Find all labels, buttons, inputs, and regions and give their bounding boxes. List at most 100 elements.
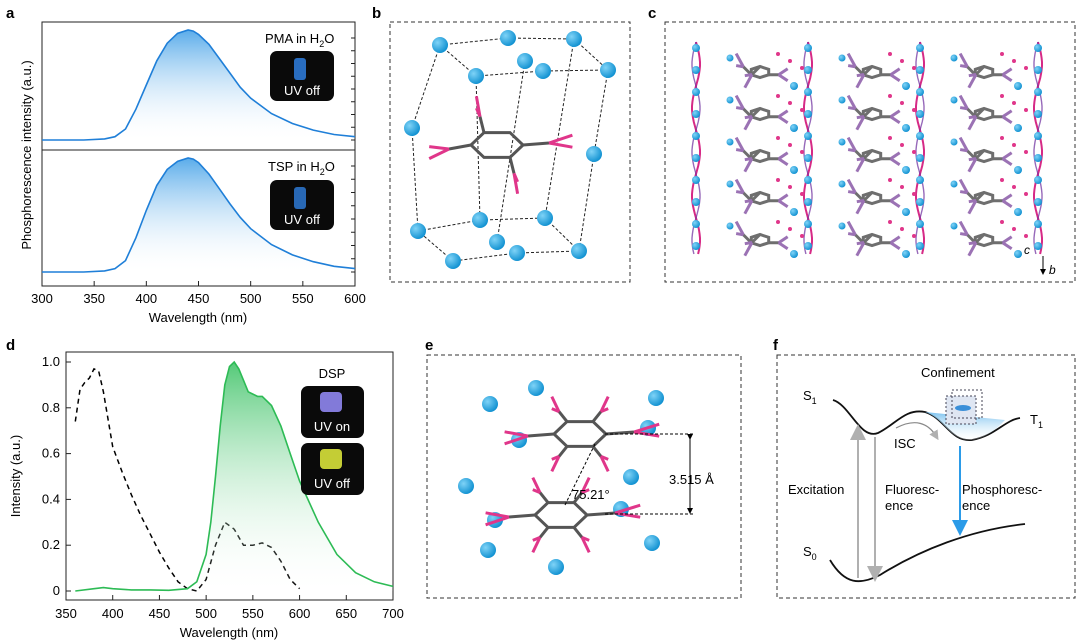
oxygen-dot — [912, 150, 916, 154]
oxygen-bond — [847, 148, 856, 153]
y-tick-label: 0.8 — [42, 400, 60, 415]
atom — [692, 220, 700, 228]
bond — [591, 410, 603, 423]
atom — [566, 31, 582, 47]
atom — [692, 242, 700, 250]
chain-strand — [803, 41, 813, 255]
oxygen-bond — [734, 220, 745, 236]
atom — [509, 245, 525, 261]
atom — [804, 220, 812, 228]
bond — [538, 526, 550, 539]
panel-a-top-sample-label: PMA in H2O — [265, 31, 334, 49]
y-tick-label: 0.6 — [42, 446, 60, 461]
oxygen-bond — [1001, 151, 1013, 160]
molecule — [734, 178, 789, 215]
atom — [1034, 44, 1042, 52]
atom — [644, 535, 660, 551]
oxygen-bond — [548, 141, 573, 149]
confinement-label: Confinement — [921, 365, 995, 380]
oxygen-bond — [889, 115, 901, 124]
atom — [804, 44, 812, 52]
oxygen-bond — [1001, 109, 1013, 118]
oxygen-bond — [485, 515, 510, 527]
bond — [557, 410, 569, 423]
bond — [862, 191, 874, 202]
oxygen-bond — [777, 73, 789, 82]
oxygen-bond — [504, 430, 529, 438]
bond — [527, 432, 555, 438]
oxygen-dot — [776, 52, 780, 56]
oxygen-bond — [958, 52, 969, 68]
oxygen-dot — [912, 66, 916, 70]
oxygen-bond — [580, 536, 591, 554]
oxygen-bond — [889, 199, 901, 208]
cell-edge — [544, 38, 575, 219]
atom — [1034, 154, 1042, 162]
bond — [974, 233, 986, 244]
benzene-ring — [861, 232, 883, 248]
atom — [916, 88, 924, 96]
oxygen-dot — [900, 185, 904, 189]
oxygen-dot — [800, 150, 804, 154]
t1-label: T1 — [1030, 412, 1043, 430]
oxygen-bond — [889, 241, 901, 250]
benzene-ring — [861, 190, 883, 206]
oxygen-bond — [485, 511, 510, 519]
atom — [916, 66, 924, 74]
oxygen-bond — [846, 178, 857, 194]
cell-edge — [411, 127, 419, 232]
oxygen-bond — [475, 107, 482, 118]
oxygen-bond — [428, 147, 450, 160]
chain-strand — [915, 41, 925, 255]
oxygen-bond — [550, 395, 561, 413]
molecule — [846, 94, 901, 131]
oxygen-bond — [777, 67, 789, 76]
excitation-label: Excitation — [788, 482, 844, 497]
bond — [862, 65, 874, 76]
oxygen-dot — [800, 66, 804, 70]
bond — [974, 65, 986, 76]
panel-a-ylabel: Phosphorescence intensity (a.u.) — [19, 60, 34, 249]
oxygen-dot — [888, 178, 892, 182]
atom — [500, 30, 516, 46]
cell-edge — [542, 69, 609, 72]
atom — [1014, 124, 1022, 132]
molecule — [846, 220, 901, 257]
oxygen-dot — [912, 108, 916, 112]
atom — [838, 54, 846, 62]
oxygen-bond — [735, 148, 744, 153]
oxygen-bond — [743, 241, 754, 257]
oxygen-bond — [846, 220, 857, 236]
atom — [902, 124, 910, 132]
atom — [623, 469, 639, 485]
atom — [445, 253, 461, 269]
crystal-unit-cell-diagram — [404, 30, 616, 269]
bond — [586, 511, 616, 517]
x-tick-label: 550 — [242, 606, 264, 621]
atom — [600, 62, 616, 78]
x-tick-label: 300 — [31, 291, 53, 306]
benzene-ring — [861, 64, 883, 80]
oxygen-bond — [743, 73, 754, 89]
atom — [804, 154, 812, 162]
oxygen-bond — [548, 133, 573, 145]
oxygen-bond — [599, 455, 610, 473]
panel-f-frame — [776, 354, 1076, 599]
atom — [916, 198, 924, 206]
oxygen-bond — [958, 136, 969, 152]
atom — [902, 82, 910, 90]
atom — [790, 124, 798, 132]
oxygen-bond — [1001, 199, 1013, 208]
bond — [750, 233, 762, 244]
oxygen-bond — [889, 157, 901, 166]
atom — [1034, 242, 1042, 250]
oxygen-bond — [633, 422, 660, 434]
oxygen-bond — [777, 151, 789, 160]
oxygen-bond — [550, 455, 561, 473]
oxygen-bond — [743, 157, 754, 173]
oxygen-bond — [734, 52, 745, 68]
oxygen-dot — [788, 143, 792, 147]
cell-edge — [452, 252, 518, 262]
oxygen-bond — [734, 94, 745, 110]
